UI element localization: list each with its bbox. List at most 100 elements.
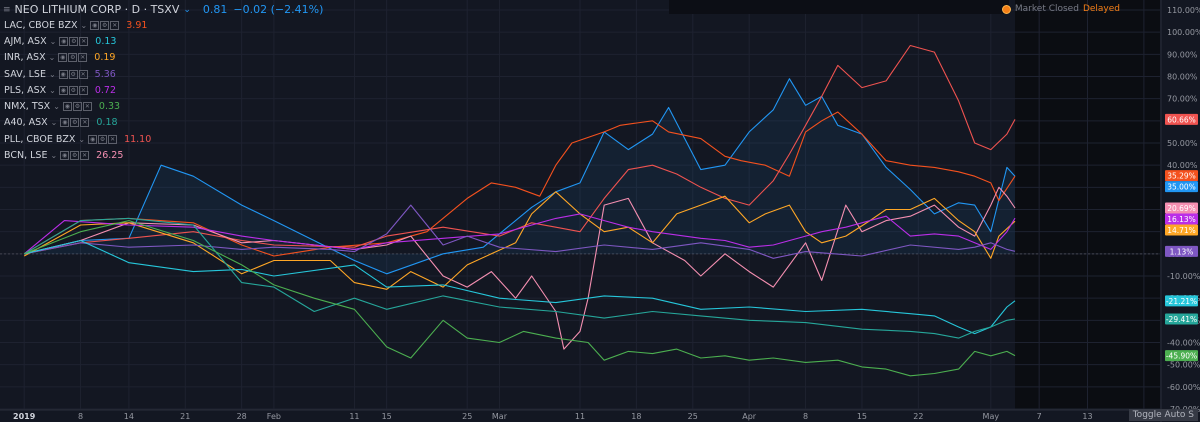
series-line [24,239,1016,335]
main-symbol-title[interactable]: NEO LITHIUM CORP · D · TSXV [14,3,180,16]
legend-row[interactable]: LAC, CBOE BZX ⌄ ◉ ⚙ ✕ 3.91 [4,17,151,33]
close-icon[interactable]: ✕ [79,36,89,46]
settings-icon[interactable]: ⚙ [72,102,82,112]
eye-icon[interactable]: ◉ [59,36,69,46]
eye-icon[interactable]: ◉ [62,102,72,112]
collapse-icon[interactable]: ≡ [3,4,11,15]
legend-row[interactable]: AJM, ASX ⌄ ◉ ⚙ ✕ 0.13 [4,33,151,49]
eye-icon[interactable]: ◉ [88,134,98,144]
legend-symbol[interactable]: AJM, ASX [4,35,47,47]
last-value-badge [1165,213,1198,225]
eye-icon[interactable]: ◉ [60,118,70,128]
toggle-auto-scale-button[interactable]: Toggle Auto S [1128,409,1198,421]
main-symbol-change: −0.02 (−2.41%) [233,3,324,16]
legend-row[interactable]: PLL, CBOE BZX ⌄ ◉ ⚙ ✕ 11.10 [4,131,151,147]
close-icon[interactable]: ✕ [78,85,88,95]
x-tick-label: Feb [267,412,281,421]
x-tick-label: Apr [742,412,757,421]
chevron-down-icon[interactable]: ⌄ [53,102,60,112]
chevron-down-icon[interactable]: ⌄ [50,118,58,128]
chevron-down-icon[interactable]: ⌄ [49,85,56,95]
y-tick-label: -60.00% [1167,383,1200,392]
settings-icon[interactable]: ⚙ [98,134,108,144]
legend-symbol[interactable]: PLS, ASX [4,84,47,96]
legend-symbol[interactable]: PLL, CBOE BZX [4,133,76,145]
chevron-down-icon[interactable]: ⌄ [49,36,57,46]
last-value-label: -21.21% [1166,297,1197,306]
legend-value: 3.91 [126,19,148,31]
settings-icon[interactable]: ⚙ [68,69,78,79]
y-tick-label: 70.00% [1167,95,1198,104]
legend-value: 11.10 [124,133,152,145]
close-icon[interactable]: ✕ [110,20,120,30]
chevron-down-icon[interactable]: ⌄ [50,151,58,161]
last-value-label: -45.90% [1166,352,1197,361]
eye-icon[interactable]: ◉ [58,85,68,95]
last-value-label: 35.29% [1167,172,1196,181]
settings-icon[interactable]: ⚙ [69,36,79,46]
y-tick-label: -50.00% [1167,361,1200,370]
legend-row[interactable]: SAV, LSE ⌄ ◉ ⚙ ✕ 5.36 [4,66,151,82]
settings-icon[interactable]: ⚙ [100,20,110,30]
x-tick-label: Mar [492,412,508,421]
close-icon[interactable]: ✕ [80,151,90,161]
settings-icon[interactable]: ⚙ [68,85,78,95]
delayed-label: Delayed [1082,4,1120,14]
x-tick-label: 25 [688,412,698,421]
legend-symbol[interactable]: BCN, LSE [4,150,48,162]
x-tick-label: 18 [631,412,641,421]
series-line [23,217,1016,339]
last-value-label: 1.13% [1170,247,1194,256]
legend-row[interactable]: BCN, LSE ⌄ ◉ ⚙ ✕ 26.25 [4,147,151,163]
close-icon[interactable]: ✕ [82,102,92,112]
chevron-down-icon[interactable]: ⌄ [80,20,88,30]
legend-row[interactable]: INR, ASX ⌄ ◉ ⚙ ✕ 0.19 [4,50,151,66]
legend-value: 0.19 [94,52,116,64]
last-value-label: -29.41% [1166,315,1197,324]
legend-symbol[interactable]: A40, ASX [4,117,48,129]
chevron-down-icon[interactable]: ⌄ [48,53,56,63]
y-tick-label: 100.00% [1167,28,1200,37]
legend-row[interactable]: PLS, ASX ⌄ ◉ ⚙ ✕ 0.72 [4,82,151,98]
legend-symbol[interactable]: INR, ASX [4,52,46,64]
close-icon[interactable]: ✕ [78,69,88,79]
compare-legend: LAC, CBOE BZX ⌄ ◉ ⚙ ✕ 3.91 AJM, ASX ⌄ ◉ ⚙ ✕ 0.13 INR… [4,17,151,164]
x-tick-label: 21 [180,412,190,421]
x-tick-label: 15 [382,412,392,421]
settings-icon[interactable]: ⚙ [68,53,78,63]
settings-icon[interactable]: ⚙ [70,118,80,128]
legend-symbol[interactable]: NMX, TSX [4,101,51,113]
x-tick-label: 14 [124,412,134,421]
legend-symbol[interactable]: SAV, LSE [4,68,46,80]
chevron-down-icon[interactable]: ⌄ [183,4,191,15]
y-tick-label: 40.00% [1167,161,1198,170]
close-icon[interactable]: ✕ [78,53,88,63]
chevron-down-icon[interactable]: ⌄ [48,69,56,79]
settings-icon[interactable]: ⚙ [70,151,80,161]
x-tick-label: 11 [349,412,359,421]
main-symbol-header: ≡ NEO LITHIUM CORP · D · TSXV ⌄ 0.81 −0.… [3,3,323,16]
last-value-badge [1165,224,1198,236]
eye-icon[interactable]: ◉ [60,151,70,161]
x-tick-label: 2019 [13,412,36,421]
eye-icon[interactable]: ◉ [90,20,100,30]
last-value-badge [1165,295,1198,307]
series-line [24,78,1016,275]
last-value-badge [1165,313,1198,325]
legend-symbol[interactable]: LAC, CBOE BZX [4,19,78,31]
last-value-badge [1165,181,1198,193]
close-icon[interactable]: ✕ [108,134,118,144]
close-icon[interactable]: ✕ [80,118,90,128]
eye-icon[interactable]: ◉ [58,53,68,63]
last-value-label: 14.71% [1167,226,1196,235]
legend-row[interactable]: A40, ASX ⌄ ◉ ⚙ ✕ 0.18 [4,115,151,131]
chevron-down-icon[interactable]: ⌄ [78,134,86,144]
y-tick-label: 80.00% [1167,73,1198,82]
eye-icon[interactable]: ◉ [58,69,68,79]
series-line [23,220,1016,377]
legend-value: 26.25 [96,150,124,162]
legend-row[interactable]: NMX, TSX ⌄ ◉ ⚙ ✕ 0.33 [4,98,151,114]
y-tick-label: 50.00% [1167,139,1198,148]
